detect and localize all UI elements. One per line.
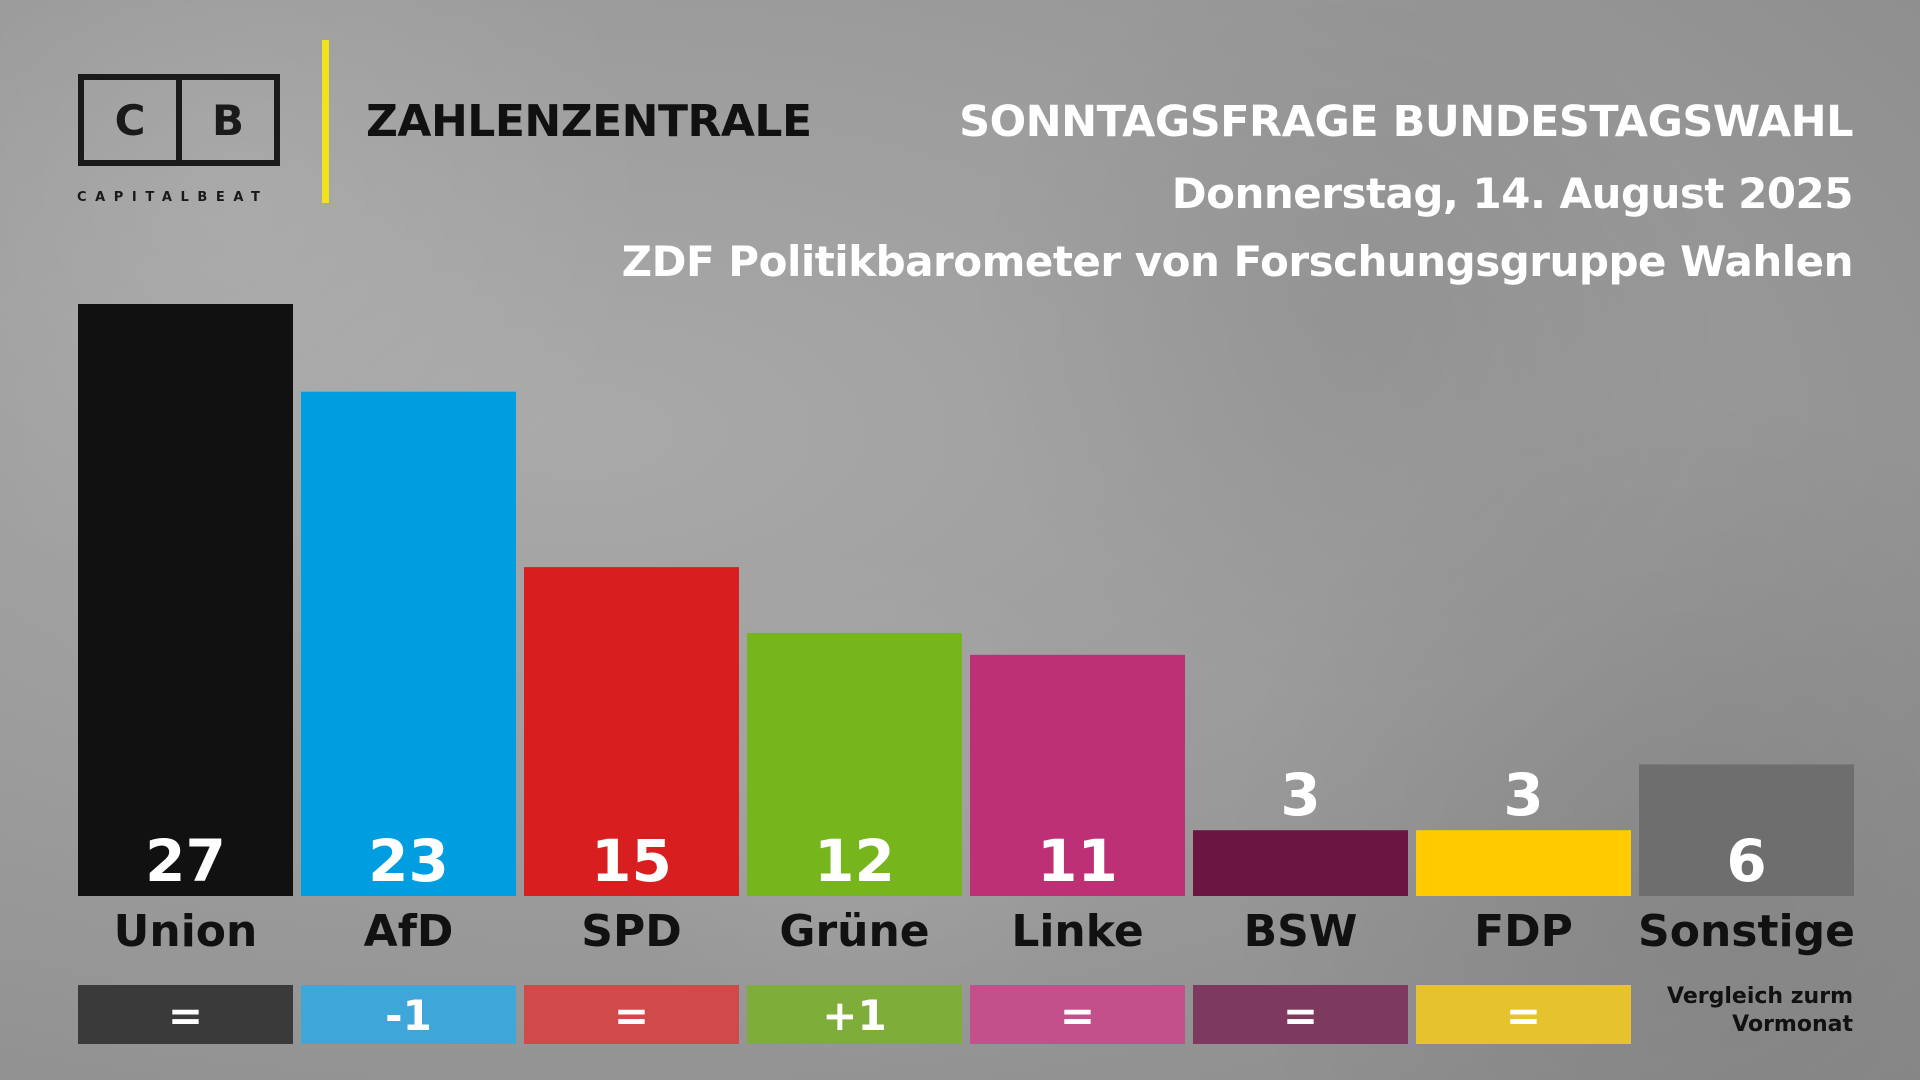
chart-source: ZDF Politikbarometer von Forschungsgrupp… [621, 237, 1854, 286]
category-label-spd: SPD [581, 906, 681, 957]
change-box-spd [524, 985, 739, 1044]
change-label-fdp: = [1506, 991, 1541, 1040]
change-label-bsw: = [1283, 991, 1318, 1040]
comparison-note: Vergleich zurm Vormonat [1667, 984, 1853, 1037]
section-name: ZAHLENZENTRALE [366, 96, 812, 147]
chart-header: SONNTAGSFRAGE BUNDESTAGSWAHL Donnerstag,… [621, 96, 1854, 288]
bar-sonstige [1639, 764, 1854, 896]
bar-bsw [1193, 830, 1408, 896]
category-label-afd: AfD [364, 906, 454, 957]
change-box-bsw [1193, 985, 1408, 1044]
value-label-union: 27 [145, 827, 226, 895]
value-label-linke: 11 [1037, 827, 1118, 895]
value-label-gr-ne: 12 [814, 827, 895, 895]
change-label-union: = [168, 991, 203, 1040]
category-label-fdp: FDP [1474, 906, 1573, 957]
logo-wordmark: CAPITALBEAT [77, 190, 269, 205]
bar-fdp [1416, 830, 1631, 896]
value-label-bsw: 3 [1280, 761, 1320, 829]
change-label-gr-ne: +1 [822, 991, 886, 1040]
bar-gr-ne [747, 632, 962, 896]
value-label-spd: 15 [591, 827, 672, 895]
chart-date: Donnerstag, 14. August 2025 [1171, 169, 1854, 218]
category-label-union: Union [114, 906, 258, 957]
category-label-bsw: BSW [1244, 906, 1358, 957]
change-label-afd: -1 [385, 991, 432, 1040]
category-label-linke: Linke [1011, 906, 1143, 957]
value-label-fdp: 3 [1503, 761, 1543, 829]
change-box-union [78, 985, 293, 1044]
bar-union [78, 304, 293, 896]
category-label-gr-ne: Grüne [779, 906, 929, 957]
category-label-sonstige: Sonstige [1638, 906, 1855, 957]
change-box-afd [301, 985, 516, 1044]
change-label-spd: = [614, 991, 649, 1040]
logo-divider [322, 40, 329, 203]
logo-letter-c: C [114, 95, 146, 145]
change-box-linke [970, 985, 1185, 1044]
bar-afd [301, 391, 516, 896]
logo-letter-b: B [176, 80, 274, 160]
value-label-afd: 23 [368, 827, 449, 895]
value-label-sonstige: 6 [1726, 827, 1766, 895]
chart-title: SONNTAGSFRAGE BUNDESTAGSWAHL [959, 97, 1853, 147]
bar-linke [970, 654, 1185, 896]
change-box-gr-ne [747, 985, 962, 1044]
bar-spd [524, 567, 739, 896]
capitalbeat-logo: C B [78, 74, 280, 166]
change-label-linke: = [1060, 991, 1095, 1040]
change-box-fdp [1416, 985, 1631, 1044]
